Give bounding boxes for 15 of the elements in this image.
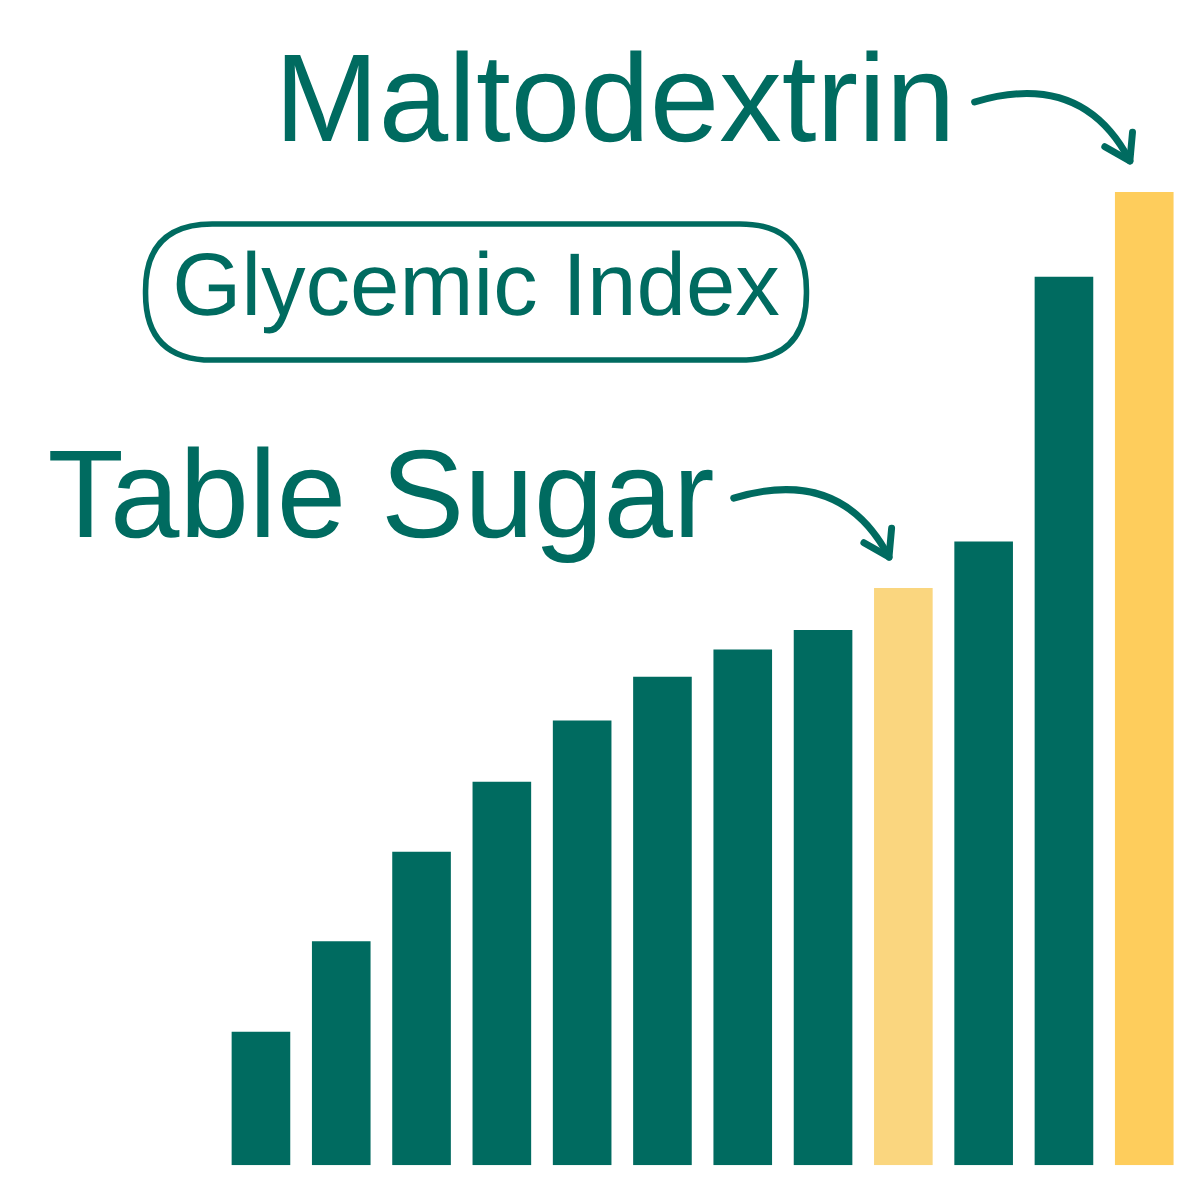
text: Maltodextrin [284, 50, 948, 143]
bar [793, 629, 853, 1166]
bar [552, 720, 612, 1166]
bar [1114, 192, 1174, 1166]
bar [311, 941, 371, 1166]
bar [633, 676, 692, 1166]
bar [231, 1031, 291, 1166]
bar [392, 851, 451, 1166]
annotation: Table Sugar [50, 446, 713, 564]
bar [1034, 276, 1094, 1166]
bar [954, 541, 1013, 1166]
bar [713, 649, 773, 1166]
text: Glycemic Index [176, 250, 779, 334]
bar [874, 588, 933, 1166]
bar [472, 781, 532, 1166]
